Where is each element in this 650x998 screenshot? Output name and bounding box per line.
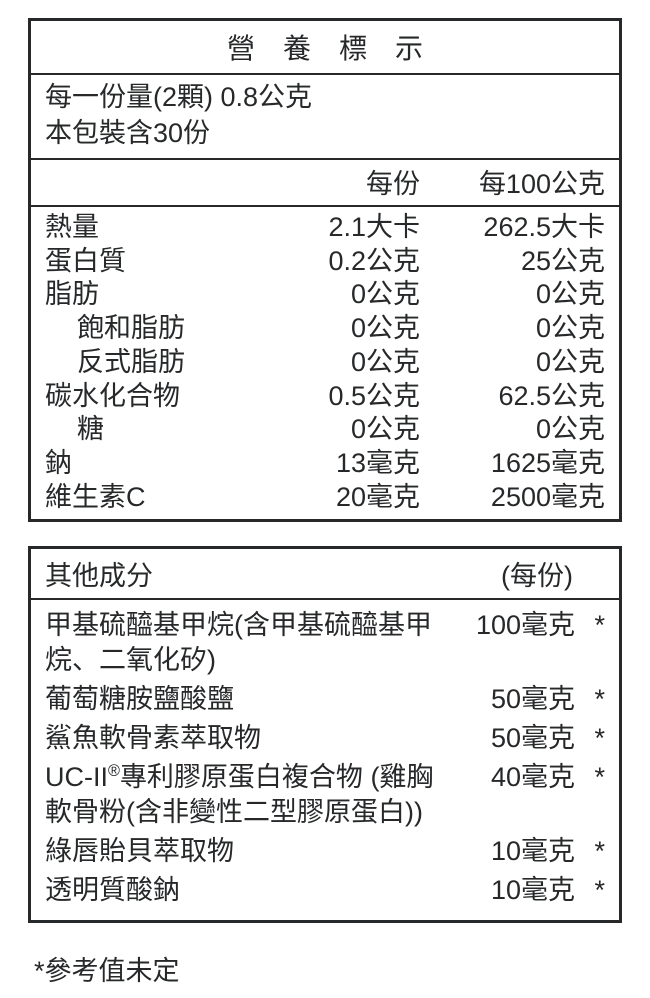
nutrient-per-serving: 0公克 xyxy=(255,312,420,346)
nutrient-per-100g: 0公克 xyxy=(420,312,605,346)
ingredient-footnote-mark: * xyxy=(575,682,605,717)
column-header-per-100g: 每100公克 xyxy=(420,162,605,201)
nutrient-label: 維生素C xyxy=(45,481,255,515)
other-ingredient-row: 透明質酸鈉10毫克* xyxy=(45,873,605,908)
nutrient-per-100g: 2500毫克 xyxy=(420,481,605,515)
column-header-blank xyxy=(45,162,255,201)
ingredient-amount: 40毫克 xyxy=(445,760,575,795)
nutrition-row: 糖0公克0公克 xyxy=(45,413,605,447)
nutrition-row: 反式脂肪0公克0公克 xyxy=(45,346,605,380)
ingredient-amount: 50毫克 xyxy=(445,682,575,717)
servings-per-package-line: 本包裝含30份 xyxy=(45,115,605,151)
nutrient-label: 蛋白質 xyxy=(45,245,255,279)
other-ingredients-panel: 其他成分 (每份) 甲基硫醯基甲烷(含甲基硫醯基甲烷、二氧化矽)100毫克*葡萄… xyxy=(28,546,622,924)
ingredient-name: 綠唇貽貝萃取物 xyxy=(45,834,445,869)
serving-info: 每一份量(2顆) 0.8公克 本包裝含30份 xyxy=(31,75,619,160)
nutrient-label: 碳水化合物 xyxy=(45,380,255,414)
other-ingredient-row: 甲基硫醯基甲烷(含甲基硫醯基甲烷、二氧化矽)100毫克* xyxy=(45,608,605,678)
nutrient-per-serving: 0公克 xyxy=(255,346,420,380)
nutrition-row: 熱量2.1大卡262.5大卡 xyxy=(45,211,605,245)
nutrient-per-100g: 0公克 xyxy=(420,413,605,447)
ingredient-name: 透明質酸鈉 xyxy=(45,873,445,908)
nutrition-rows: 熱量2.1大卡262.5大卡蛋白質0.2公克25公克脂肪0公克0公克飽和脂肪0公… xyxy=(31,207,619,519)
nutrient-label: 脂肪 xyxy=(45,278,255,312)
nutrient-per-serving: 0.5公克 xyxy=(255,380,420,414)
ingredient-footnote-mark: * xyxy=(575,760,605,795)
nutrient-per-100g: 0公克 xyxy=(420,346,605,380)
nutrient-label: 鈉 xyxy=(45,447,255,481)
nutrition-row: 碳水化合物0.5公克62.5公克 xyxy=(45,380,605,414)
other-ingredient-row: 葡萄糖胺鹽酸鹽50毫克* xyxy=(45,682,605,717)
nutrition-row: 脂肪0公克0公克 xyxy=(45,278,605,312)
other-ingredient-row: UC-II®專利膠原蛋白複合物 (雞胸軟骨粉(含非變性二型膠原蛋白))40毫克* xyxy=(45,760,605,830)
panel-title: 營養標示 xyxy=(31,21,619,75)
nutrient-per-100g: 0公克 xyxy=(420,278,605,312)
other-ingredients-header: 其他成分 (每份) xyxy=(31,549,619,600)
ingredient-footnote-mark: * xyxy=(575,834,605,869)
nutrient-per-serving: 2.1大卡 xyxy=(255,211,420,245)
ingredient-name: UC-II®專利膠原蛋白複合物 (雞胸軟骨粉(含非變性二型膠原蛋白)) xyxy=(45,760,445,830)
ingredient-footnote-mark: * xyxy=(575,873,605,908)
ingredient-name: 葡萄糖胺鹽酸鹽 xyxy=(45,682,445,717)
nutrient-per-serving: 0.2公克 xyxy=(255,245,420,279)
nutrient-label: 熱量 xyxy=(45,211,255,245)
nutrient-per-100g: 262.5大卡 xyxy=(420,211,605,245)
ingredient-amount: 10毫克 xyxy=(445,873,575,908)
nutrient-label: 糖 xyxy=(45,413,255,447)
ingredient-amount: 100毫克 xyxy=(445,608,575,643)
ingredient-amount: 50毫克 xyxy=(445,721,575,756)
ingredient-footnote-mark: * xyxy=(575,608,605,643)
other-ingredient-rows: 甲基硫醯基甲烷(含甲基硫醯基甲烷、二氧化矽)100毫克*葡萄糖胺鹽酸鹽50毫克*… xyxy=(31,600,619,921)
ingredient-footnote-mark: * xyxy=(575,721,605,756)
nutrient-per-100g: 1625毫克 xyxy=(420,447,605,481)
footnote: *參考值未定 xyxy=(28,947,622,990)
other-ingredients-per-label: (每份) xyxy=(430,554,605,593)
nutrition-row: 蛋白質0.2公克25公克 xyxy=(45,245,605,279)
other-ingredient-row: 綠唇貽貝萃取物10毫克* xyxy=(45,834,605,869)
nutrient-per-serving: 0公克 xyxy=(255,278,420,312)
other-ingredient-row: 鯊魚軟骨素萃取物50毫克* xyxy=(45,721,605,756)
other-ingredients-title: 其他成分 xyxy=(45,554,430,593)
nutrition-facts-panel: 營養標示 每一份量(2顆) 0.8公克 本包裝含30份 每份 每100公克 熱量… xyxy=(28,18,622,522)
nutrient-label: 反式脂肪 xyxy=(45,346,255,380)
ingredient-amount: 10毫克 xyxy=(445,834,575,869)
nutrient-per-100g: 25公克 xyxy=(420,245,605,279)
column-headers: 每份 每100公克 xyxy=(31,160,619,207)
nutrient-per-serving: 13毫克 xyxy=(255,447,420,481)
ingredient-name: 甲基硫醯基甲烷(含甲基硫醯基甲烷、二氧化矽) xyxy=(45,608,445,678)
nutrition-row: 飽和脂肪0公克0公克 xyxy=(45,312,605,346)
nutrient-per-100g: 62.5公克 xyxy=(420,380,605,414)
nutrition-row: 維生素C20毫克2500毫克 xyxy=(45,481,605,515)
nutrient-per-serving: 20毫克 xyxy=(255,481,420,515)
column-header-per-serving: 每份 xyxy=(255,162,420,201)
nutrient-per-serving: 0公克 xyxy=(255,413,420,447)
serving-size-line: 每一份量(2顆) 0.8公克 xyxy=(45,79,605,115)
ingredient-name: 鯊魚軟骨素萃取物 xyxy=(45,721,445,756)
nutrient-label: 飽和脂肪 xyxy=(45,312,255,346)
nutrition-row: 鈉13毫克1625毫克 xyxy=(45,447,605,481)
